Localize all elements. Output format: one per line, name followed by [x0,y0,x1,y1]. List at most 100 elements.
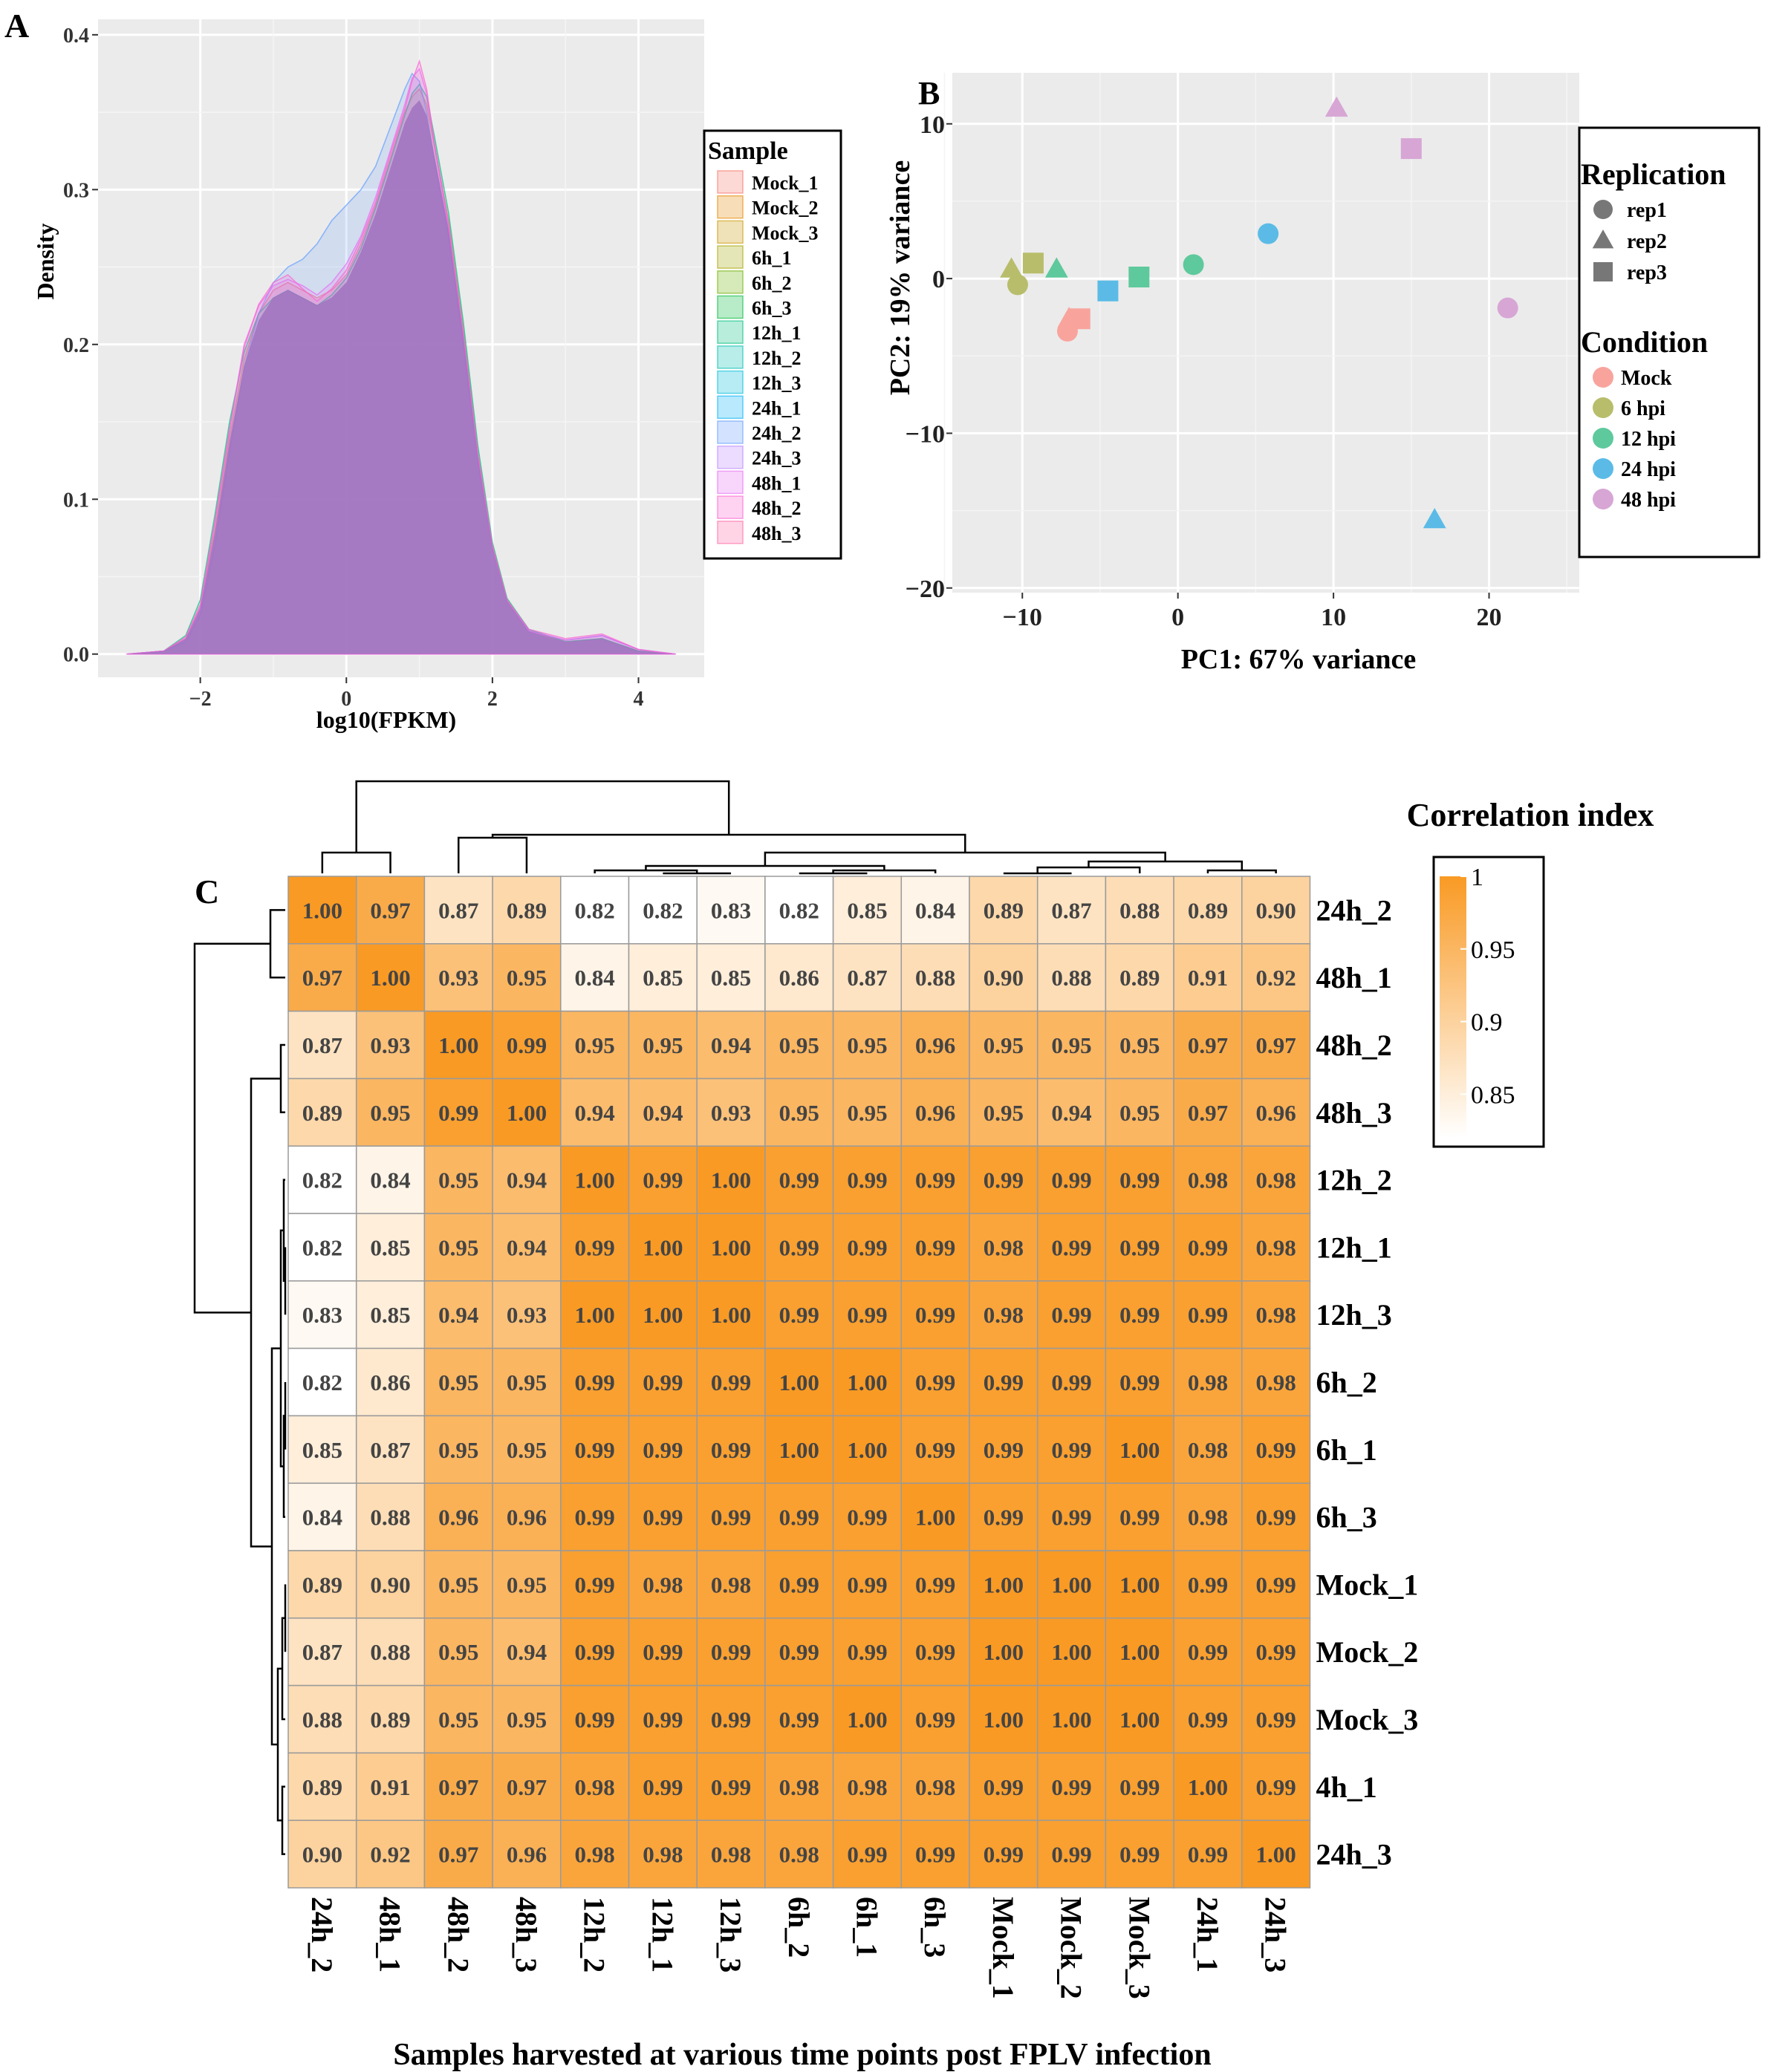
heatmap-cell [1173,1145,1243,1214]
row-dendro-link [279,1043,285,1114]
plot-b-shape-legend-title: Replication [1581,157,1726,191]
heatmap-cell [492,1482,562,1551]
pca-point-48-hpi-rep1 [1497,297,1518,319]
pca-point-12-hpi-rep3 [1128,267,1150,287]
heatmap-cell-value: 0.95 [438,1234,478,1260]
plot-b-legend-shape-label: rep1 [1627,199,1667,222]
heatmap-cell [696,1010,766,1080]
heatmap-cell [832,1213,903,1282]
heatmap-cell [696,876,766,945]
heatmap-cell-value: 1.00 [1051,1571,1091,1597]
heatmap-cell-value: 0.99 [847,1842,887,1868]
heatmap-cell-value: 0.99 [1119,1369,1160,1395]
heatmap-cell [832,1550,903,1619]
heatmap-cell [764,1617,834,1687]
heatmap-cell-value: 0.99 [1051,1369,1091,1395]
heatmap-cell [969,1347,1038,1417]
heatmap-column-label: Mock_3 [1122,1897,1156,1999]
heatmap-cell [696,1819,766,1889]
heatmap-cell-value: 0.95 [847,1100,887,1126]
heatmap-cell [696,1752,766,1821]
heatmap-column-label: 24h_1 [1191,1897,1224,1972]
heatmap-cell-value: 0.97 [507,1774,547,1800]
heatmap-cell-value: 0.95 [1119,1032,1160,1058]
heatmap-cell-value: 0.98 [711,1842,751,1868]
heatmap-cell [1036,1280,1107,1349]
pca-point-6-hpi-rep3 [1022,253,1044,274]
plot-a-legend-label: Mock_2 [752,198,819,219]
heatmap-cell-value: 0.99 [779,1234,819,1260]
heatmap-cell-value: 0.92 [370,1842,410,1868]
heatmap-cell [628,1145,698,1214]
plot-b-legend-box [1578,126,1761,558]
heatmap-cell-value: 0.95 [438,1369,478,1395]
heatmap-cell [355,1415,426,1484]
heatmap-cell [355,1010,426,1080]
plot-a-y-tick-label: 0.2 [63,334,89,357]
heatmap-cell [1173,1482,1243,1551]
heatmap-cell [423,1617,493,1687]
plot-a-legend-title: Sample [708,137,788,165]
heatmap-cell [832,943,903,1012]
heatmap-cell [1036,1684,1107,1754]
heatmap-cell-value: 0.99 [575,1437,615,1463]
heatmap-row-label: 6h_3 [1316,1501,1377,1534]
row-dendro-link [250,1078,281,1548]
heatmap-cell-value: 0.94 [507,1234,547,1260]
heatmap-cell-value: 1.00 [984,1707,1024,1733]
heatmap-cell-value: 0.99 [1119,1302,1160,1328]
heatmap-cell-value: 0.99 [915,1234,955,1260]
heatmap-cell-value: 0.95 [507,1571,547,1597]
heatmap-cell [969,1213,1038,1282]
heatmap-cell-value: 0.89 [507,897,547,923]
heatmap-cell-value: 0.99 [915,1707,955,1733]
heatmap-cell [287,1819,357,1889]
heatmap-cell [492,1010,562,1080]
heatmap-cell [628,876,698,945]
heatmap-cell-value: 0.93 [507,1302,547,1328]
heatmap-cell-value: 0.87 [302,1032,342,1058]
plot-a-x-tick-label: 4 [634,688,644,711]
heatmap-cell-value: 0.99 [643,1639,683,1665]
heatmap-cell [969,1819,1038,1889]
heatmap-cell [764,1213,834,1282]
heatmap-cell [1241,1347,1311,1417]
heatmap-cell-value: 0.96 [438,1505,478,1531]
col-dendro-link [1206,869,1277,873]
col-dendro-link [321,851,391,873]
heatmap-cell-value: 0.83 [711,897,751,923]
heatmap-cell [287,1145,357,1214]
heatmap-cell-value: 0.99 [1188,1707,1228,1733]
heatmap-cell-value: 0.95 [643,1032,683,1058]
pca-point-6-hpi-rep2 [1000,257,1023,278]
heatmap-column-label: 6h_1 [850,1897,883,1958]
heatmap-cell-value: 0.99 [575,1505,615,1531]
plot-b-legend-shape-label: rep2 [1627,230,1667,253]
col-dendro-link [355,780,730,853]
heatmap-cell [764,1415,834,1484]
heatmap-cell-value: 1.00 [438,1032,478,1058]
heatmap-cell-value: 0.90 [1256,897,1296,923]
plot-b-x-tick-label: −10 [1003,604,1042,631]
plot-a-legend-label: 48h_2 [752,498,801,519]
heatmap-cell [1105,1415,1174,1484]
heatmap-cell [1105,1078,1174,1147]
heatmap-cell [1105,943,1174,1012]
heatmap-cell-value: 0.87 [370,1437,410,1463]
colorbar-gradient [1440,876,1466,1138]
heatmap-cell [1105,1347,1174,1417]
plot-a-legend-key [717,345,744,369]
heatmap-column-label: 12h_2 [578,1897,611,1972]
heatmap-cell-value: 0.99 [915,1437,955,1463]
heatmap-cell-value: 0.98 [847,1774,887,1800]
heatmap-cell [560,1078,630,1147]
plot-a-legend-label: 6h_3 [752,298,791,319]
heatmap-cell-value: 0.99 [1119,1842,1160,1868]
heatmap-cell [1036,1010,1107,1080]
heatmap-cell [969,876,1038,945]
heatmap-cell-value: 0.99 [711,1639,751,1665]
heatmap-cell-value: 1.00 [1051,1639,1091,1665]
heatmap-cell-value: 0.99 [779,1505,819,1531]
heatmap-cell-value: 1.00 [984,1639,1024,1665]
